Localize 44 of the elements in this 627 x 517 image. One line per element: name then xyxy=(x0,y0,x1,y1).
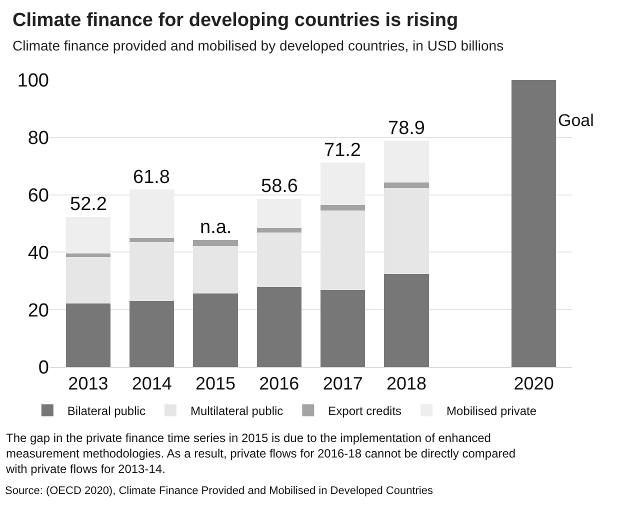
y-tick-label: 20 xyxy=(28,300,49,322)
bar xyxy=(320,290,366,367)
y-tick-label: 80 xyxy=(28,128,49,150)
y-tick-label: 40 xyxy=(28,242,49,264)
bar xyxy=(193,294,238,367)
x-tick-label: 2016 xyxy=(259,374,300,394)
x-tick-label: 2020 xyxy=(514,374,554,394)
total-label: n.a. xyxy=(200,217,232,238)
total-label: 61.8 xyxy=(133,167,170,188)
legend-label: Bilateral public xyxy=(67,404,146,418)
bar xyxy=(256,198,302,228)
text: The gap in the private finance time series in 2015 is due to the implementation of enhanced measurement methodologies. As a result, private flows for 2016-18 cannot be directly compared with private flows for 2013-14. xyxy=(5,431,516,476)
total-label: 52.2 xyxy=(70,194,107,215)
y-tick-label: 100 xyxy=(17,70,49,92)
bar xyxy=(130,238,174,242)
bar xyxy=(384,182,429,188)
chart-title: Climate finance for developing countries is rising xyxy=(12,10,458,31)
bar xyxy=(256,286,302,367)
x-tick-label: 2015 xyxy=(195,374,236,394)
x-tick-label: 2014 xyxy=(132,374,172,394)
bar xyxy=(66,257,110,304)
bar xyxy=(66,304,110,367)
source-note: Source: (OECD 2020), Climate Finance Provided and Mobilised in Developed Countries xyxy=(5,485,434,497)
total-label: 71.2 xyxy=(324,140,361,161)
chart-subtitle: Climate finance provided and mobilised by developed countries, in USD billions xyxy=(12,38,504,54)
bar xyxy=(320,205,366,210)
x-tick-label: 2018 xyxy=(386,374,427,394)
bar xyxy=(384,140,429,182)
y-tick-label: 60 xyxy=(28,185,49,206)
bar xyxy=(130,300,174,367)
legend-label: Mobilised private xyxy=(446,404,537,418)
bar xyxy=(384,274,429,367)
y-tick-label: 0 xyxy=(38,358,49,379)
total-label: 58.6 xyxy=(261,176,298,197)
total-label: 78.9 xyxy=(388,118,425,139)
bar xyxy=(512,80,556,367)
legend-label: Multilateral public xyxy=(190,404,284,418)
bar xyxy=(256,228,302,232)
x-tick-label: 2017 xyxy=(322,374,363,394)
bar xyxy=(66,253,110,258)
x-tick-label: 2013 xyxy=(68,374,108,394)
bar xyxy=(193,240,238,246)
legend-label: Export credits xyxy=(328,404,402,418)
annotation: Goal xyxy=(558,111,594,130)
